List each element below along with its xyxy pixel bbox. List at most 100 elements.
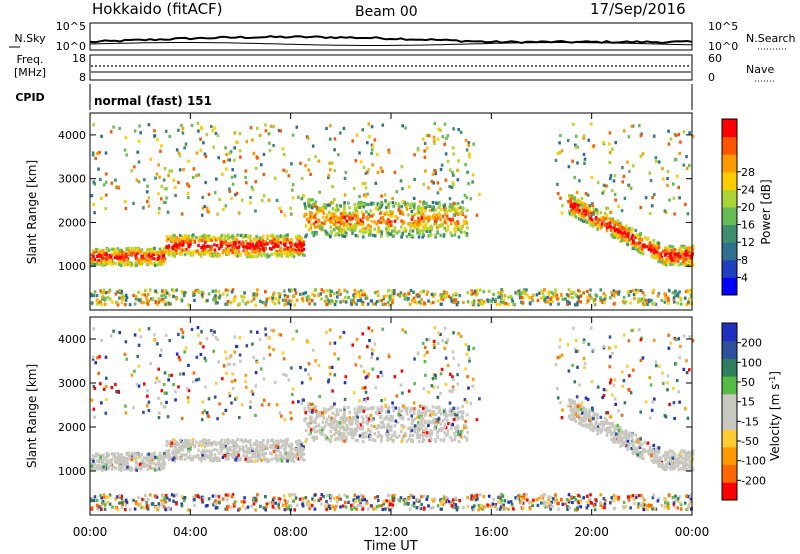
power-cell (286, 295, 290, 299)
power-cell (415, 223, 419, 227)
power-cell (180, 212, 184, 216)
velocity-cell (426, 409, 430, 413)
power-cell (314, 220, 318, 224)
power-cell (312, 202, 315, 206)
velocity-cell (682, 464, 685, 468)
power-cell (248, 236, 252, 240)
velocity-cell (291, 458, 295, 462)
power-cell (146, 262, 149, 267)
velocity-cell (416, 416, 419, 420)
power-cell (456, 300, 460, 304)
power-cell (427, 227, 430, 231)
power-cell (228, 151, 232, 155)
power-cell (630, 230, 633, 234)
power-cell (171, 235, 175, 239)
velocity-cell (293, 448, 297, 452)
power-cell (627, 227, 631, 231)
power-cell (276, 236, 279, 240)
velocity-cell (345, 416, 348, 420)
power-cell (339, 131, 342, 135)
power-cell (128, 249, 131, 253)
power-cell (302, 194, 305, 198)
power-cell (331, 207, 335, 211)
power-cell (351, 228, 354, 233)
power-cell (292, 250, 296, 254)
velocity-cell (256, 459, 259, 463)
power-cell (327, 203, 330, 207)
power-cell (427, 134, 431, 138)
velocity-cell (668, 461, 671, 466)
power-cell (591, 202, 594, 206)
velocity-cell (456, 411, 460, 415)
power-cell (294, 249, 297, 253)
power-cell (318, 224, 322, 228)
power-cell (283, 213, 287, 217)
power-cell (267, 132, 271, 136)
power-cell (386, 234, 389, 238)
velocity-cell (146, 453, 149, 457)
power-cell (446, 159, 450, 163)
power-cell (596, 224, 599, 228)
power-cell (679, 296, 682, 300)
velocity-cell (354, 438, 358, 442)
power-cell (605, 184, 608, 188)
power-cell (578, 212, 581, 216)
power-cell (112, 261, 116, 265)
power-cell (123, 257, 126, 261)
power-cell (342, 221, 346, 225)
power-cell (437, 212, 441, 216)
power-cell (156, 303, 159, 307)
power-cell (358, 194, 361, 198)
power-cell (586, 299, 590, 303)
power-cell (256, 126, 259, 130)
power-cell (411, 235, 414, 239)
velocity-cell (179, 445, 183, 449)
velocity-cell (206, 443, 210, 447)
power-cell (558, 141, 561, 145)
power-cell (450, 234, 454, 238)
power-cell (635, 233, 638, 237)
power-cell (345, 234, 348, 238)
velocity-cell (244, 438, 248, 442)
power-cell (660, 258, 664, 262)
power-cell (641, 244, 645, 248)
power-cell (238, 302, 241, 306)
power-cell (227, 288, 230, 292)
power-cell (162, 178, 166, 182)
power-cell (613, 192, 617, 197)
power-cell (453, 233, 457, 237)
power-cell (466, 291, 469, 295)
power-cell (143, 293, 147, 297)
velocity-cell (622, 443, 626, 447)
velocity-cell (273, 442, 276, 446)
velocity-cell (167, 456, 171, 460)
velocity-cell (369, 419, 372, 423)
power-cell (241, 240, 245, 244)
power-cell (162, 261, 165, 266)
velocity-cell (453, 426, 457, 430)
velocity-cell (403, 405, 406, 409)
velocity-cell (425, 406, 428, 410)
velocity-cell (416, 435, 419, 439)
power-cell (399, 179, 403, 183)
power-cell (639, 299, 642, 303)
power-cell (679, 255, 682, 259)
velocity-cell (432, 421, 435, 425)
power-cell (154, 258, 158, 262)
velocity-cell (122, 458, 126, 462)
power-cell (391, 229, 394, 233)
power-cell (620, 209, 624, 213)
power-cell (231, 168, 234, 172)
velocity-cell (233, 453, 236, 457)
velocity-cell (163, 461, 167, 466)
power-cell (221, 238, 224, 242)
velocity-cell (162, 455, 165, 460)
power-cell (268, 141, 271, 145)
power-cell (433, 292, 437, 296)
velocity-cell (283, 448, 287, 452)
power-cell (135, 256, 139, 260)
power-cell (273, 242, 277, 246)
power-cell (334, 233, 337, 237)
power-cell (172, 244, 176, 248)
power-cell (262, 301, 266, 305)
